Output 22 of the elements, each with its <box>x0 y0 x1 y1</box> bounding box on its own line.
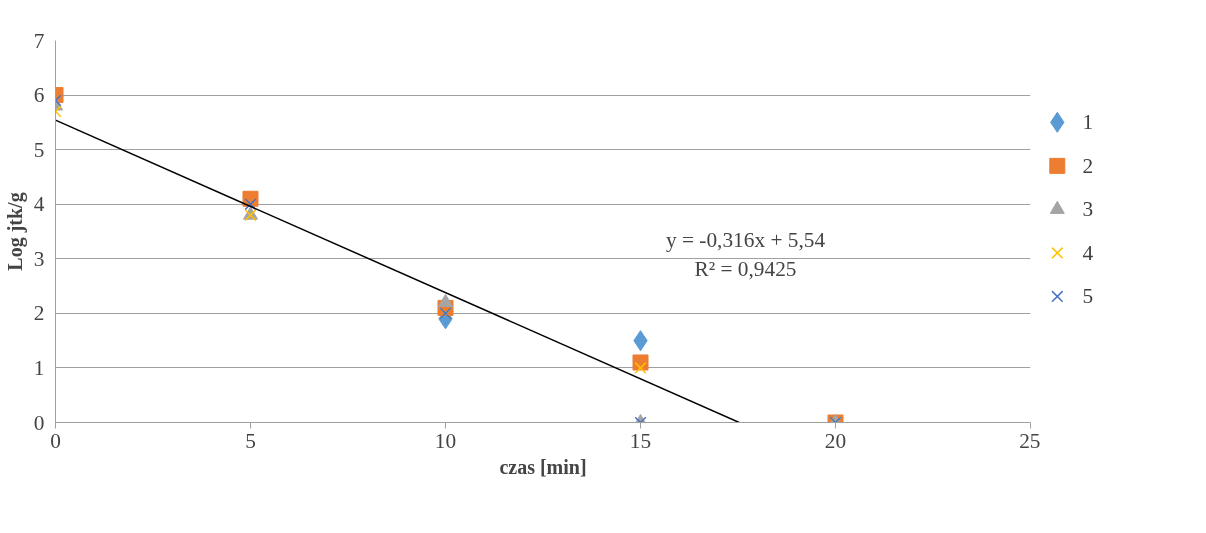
y-tick-label: 4 <box>33 192 45 217</box>
legend-label: 1 <box>1082 110 1094 135</box>
y-tick-label: 5 <box>33 137 45 162</box>
y-tick-label: 2 <box>33 301 45 326</box>
y-tick-label: 1 <box>33 355 45 380</box>
legend-label: 2 <box>1082 153 1094 178</box>
annotation: y = -0,316x + 5,54 R² = 0,9425 <box>665 228 826 281</box>
x-tick-label: 5 <box>245 428 256 453</box>
y-tick-label: 7 <box>33 28 45 53</box>
x-tick-label: 15 <box>629 428 652 453</box>
y-tick-label: 6 <box>33 83 45 108</box>
y-tick-label: 3 <box>33 246 45 271</box>
x-tick-label: 25 <box>1019 428 1041 453</box>
legend-label: 3 <box>1082 197 1094 222</box>
y-axis-title: Log jtk/g <box>3 192 27 271</box>
x-axis-title: czas [min] <box>499 455 587 478</box>
y-tick-label: 0 <box>33 410 45 435</box>
x-tick-label: 0 <box>50 428 61 453</box>
legend-label: 5 <box>1082 284 1094 309</box>
legend-label: 4 <box>1082 240 1094 265</box>
x-tick-label: 20 <box>824 428 847 453</box>
x-tick-label: 10 <box>434 428 457 453</box>
